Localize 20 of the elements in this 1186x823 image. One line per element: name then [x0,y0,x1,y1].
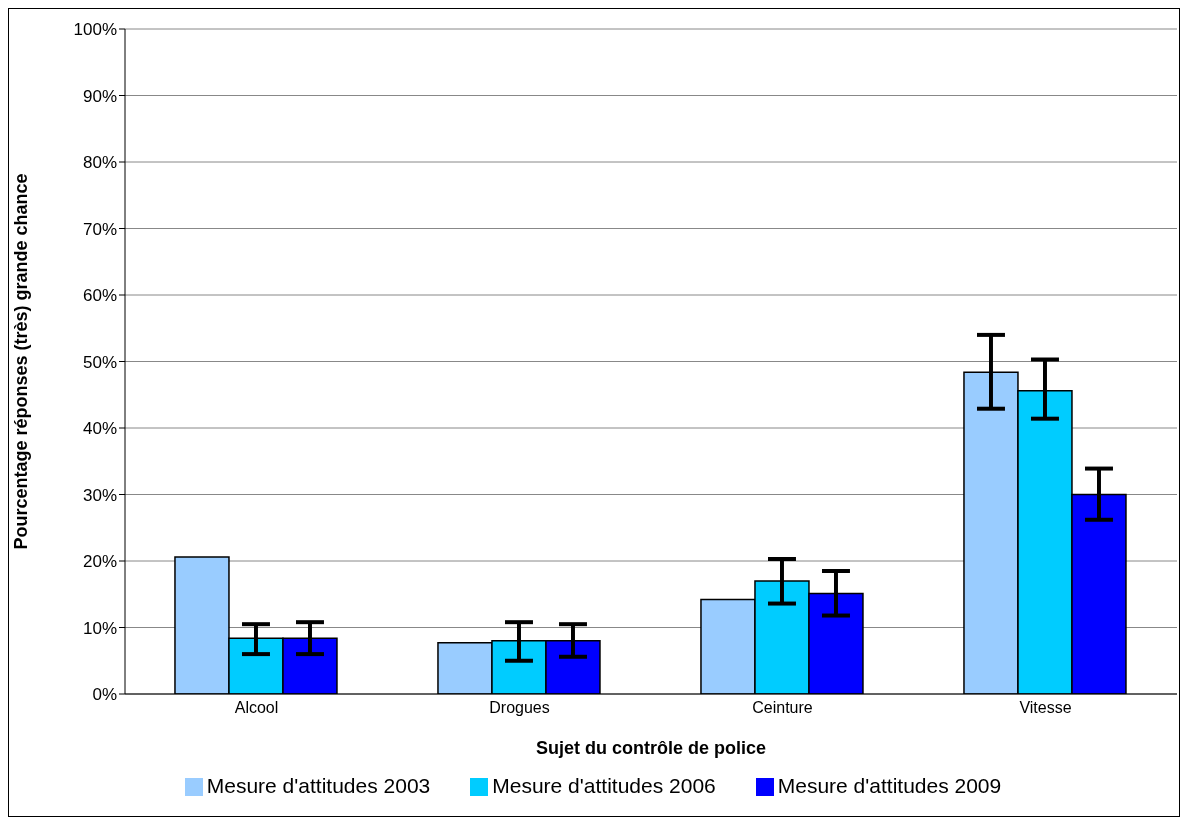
x-tick-label: Ceinture [752,699,813,717]
y-tick-label: 100% [73,20,117,40]
y-tick-label: 30% [82,485,117,505]
y-tick-label: 50% [82,352,117,372]
x-tick-label: Alcool [234,699,279,717]
legend-label: Mesure d'attitudes 2003 [206,774,431,797]
x-axis-title: Sujet du contrôle de police [535,738,767,758]
y-tick-label: 60% [82,286,117,306]
y-tick-label: 80% [82,153,117,173]
y-axis-title: Pourcentage réponses (très) grande chance [11,173,32,550]
x-tick-label: Vitesse [1019,699,1072,717]
y-tick-label: 10% [82,618,117,638]
y-tick-label: 40% [82,419,117,439]
legend-label: Mesure d'attitudes 2006 [492,774,716,797]
legend-label: Mesure d'attitudes 2009 [777,774,1002,797]
y-tick-label: 0% [92,685,117,705]
y-tick-label: 90% [82,86,117,106]
y-tick-label: 70% [82,219,117,239]
y-tick-label: 20% [82,552,117,572]
x-tick-label: Drogues [489,699,550,717]
